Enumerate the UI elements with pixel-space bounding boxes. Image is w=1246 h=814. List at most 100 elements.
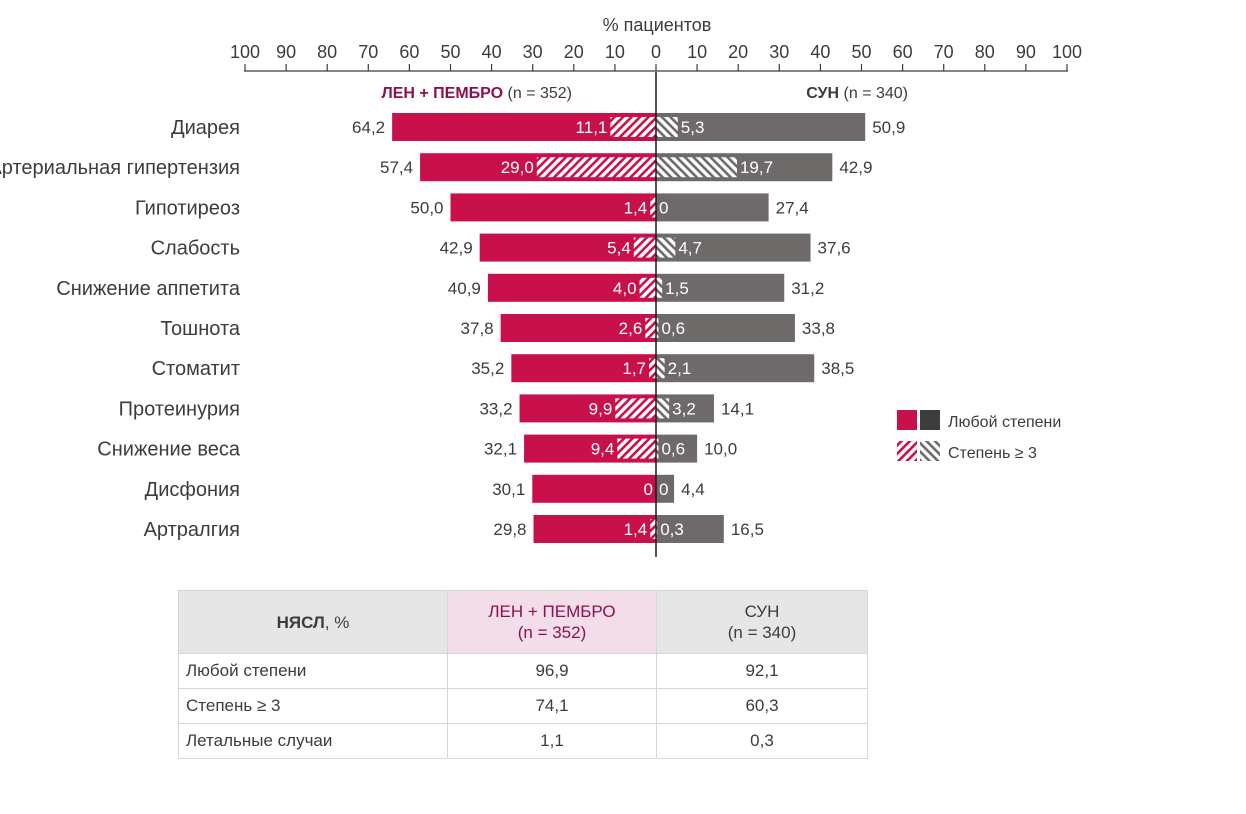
bar-sun-grade3 — [656, 277, 663, 298]
bar-sun-grade3 — [656, 157, 737, 178]
category-label: Гипотиреоз — [135, 197, 240, 219]
value-label-sun-grade3: 4,7 — [678, 239, 702, 258]
bar-sun-any — [656, 434, 698, 463]
axis-tick-label: 0 — [651, 42, 661, 62]
legend-any-gray — [920, 410, 940, 430]
bar-sun-any — [656, 474, 675, 503]
legend-g3-gray — [920, 441, 940, 461]
value-label-sun-grade3: 2,1 — [668, 359, 692, 378]
table-header-sun: СУН (n = 340) — [656, 590, 868, 654]
bar-sun-any — [656, 515, 724, 543]
legend-g3-magenta — [897, 441, 917, 461]
bar-sun-grade3 — [656, 237, 676, 258]
bar-len-pembro-any — [479, 233, 656, 262]
legend-g3-label: Степень ≥ 3 — [948, 445, 1037, 462]
bar-len-pembro-grade3 — [650, 519, 656, 539]
table-header-row: НЯСЛ, % ЛЕН + ПЕМБРО (n = 352) СУН (n = 34… — [178, 590, 868, 654]
value-label-sun-any: 33,8 — [802, 319, 835, 338]
category-label: Стоматит — [152, 358, 240, 380]
bar-len-pembro-any — [533, 515, 656, 543]
category-label: Снижение веса — [97, 439, 241, 461]
value-label-sun-any: 42,9 — [839, 158, 872, 177]
category-label: Диарея — [171, 117, 240, 139]
bar-sun-grade3 — [656, 438, 659, 459]
value-label-len-pembro-grade3: 1,4 — [624, 520, 648, 539]
ae-summary-table: НЯСЛ, % ЛЕН + ПЕМБРО (n = 352) СУН (n = 34… — [178, 590, 868, 759]
value-label-len-pembro-any: 30,1 — [492, 480, 525, 499]
bar-len-pembro-grade3 — [650, 197, 656, 218]
value-label-sun-any: 31,2 — [791, 279, 824, 298]
value-label-len-pembro-grade3: 5,4 — [607, 239, 631, 258]
axis-tick-label: 40 — [482, 42, 502, 62]
row-value-sun: 60,3 — [656, 688, 868, 724]
bar-len-pembro-grade3 — [617, 438, 656, 459]
value-label-len-pembro-any: 35,2 — [471, 359, 504, 378]
bar-len-pembro-any — [511, 354, 656, 383]
value-label-len-pembro-grade3: 1,7 — [622, 359, 646, 378]
value-label-sun-grade3: 0 — [659, 480, 668, 499]
value-label-len-pembro-any: 32,1 — [484, 440, 517, 459]
value-label-len-pembro-any: 57,4 — [380, 158, 413, 177]
value-label-sun-grade3: 0 — [659, 198, 668, 217]
legend: Любой степени Степень ≥ 3 — [897, 410, 1061, 462]
axis-tick-label: 20 — [728, 42, 748, 62]
header-sun-n: (n = 340) — [727, 623, 797, 642]
bar-sun-any — [656, 354, 815, 383]
value-label-sun-grade3: 3,2 — [672, 399, 696, 418]
value-label-len-pembro-grade3: 4,0 — [613, 279, 637, 298]
axis-ticks: 100 90 80 70 60 50 40 30 20 10 0 10 20 30 40 50 60 70 80 90… — [230, 42, 1082, 71]
axis-tick-label: 80 — [975, 42, 995, 62]
row-label: Степень ≥ 3 — [178, 688, 448, 724]
category-label: Тошнота — [160, 318, 240, 340]
bar-len-pembro-grade3 — [633, 237, 656, 258]
value-label-sun-any: 14,1 — [721, 399, 754, 418]
axis-tick-label: 50 — [440, 42, 460, 62]
bar-sun-grade3 — [656, 358, 665, 379]
value-label-sun-any: 10,0 — [704, 440, 737, 459]
bar-sun-grade3 — [656, 398, 670, 419]
header-len-pembro-n: (n = 352) — [517, 623, 587, 642]
header-len-pembro-name: ЛЕН + ПЕМБРО — [488, 602, 616, 621]
bar-len-pembro-any — [500, 314, 656, 342]
bar-sun-any — [656, 314, 795, 342]
header-nyasl: НЯСЛ — [276, 612, 325, 632]
value-label-len-pembro-any: 40,9 — [448, 279, 481, 298]
value-label-len-pembro-any: 33,2 — [479, 399, 512, 418]
table-row: Любой степени 96,9 92,1 — [178, 653, 868, 689]
axis-tick-label: 80 — [317, 42, 337, 62]
bar-sun-any — [656, 193, 769, 222]
axis-tick-label: 10 — [687, 42, 707, 62]
category-label: Снижение аппетита — [56, 278, 241, 300]
value-label-len-pembro-any: 50,0 — [410, 198, 443, 217]
value-label-len-pembro-any: 29,8 — [493, 520, 526, 539]
table-row: Степень ≥ 3 74,1 60,3 — [178, 688, 868, 724]
row-value-len-pembro: 1,1 — [447, 723, 657, 759]
axis-tick-label: 10 — [605, 42, 625, 62]
axis-tick-label: 90 — [276, 42, 296, 62]
value-label-len-pembro-grade3: 9,9 — [589, 399, 613, 418]
category-label: Протеинурия — [119, 398, 240, 420]
value-label-sun-any: 50,9 — [872, 118, 905, 137]
legend-any-label: Любой степени — [948, 414, 1061, 431]
axis-tick-label: 70 — [934, 42, 954, 62]
value-label-len-pembro-grade3: 11,1 — [576, 118, 608, 137]
value-label-sun-grade3: 0,3 — [660, 520, 684, 539]
axis-tick-label: 20 — [564, 42, 584, 62]
bar-len-pembro-grade3 — [610, 117, 656, 137]
axis-tick-label: 70 — [358, 42, 378, 62]
table-header-len-pembro: ЛЕН + ПЕМБРО (n = 352) — [447, 590, 657, 654]
row-label: Любой степени — [178, 653, 448, 689]
left-group-label: ЛЕН + ПЕМБРО (n = 352) — [381, 85, 572, 102]
right-group-label: СУН (n = 340) — [806, 85, 908, 102]
row-value-len-pembro: 96,9 — [447, 653, 657, 689]
axis-tick-label: 30 — [523, 42, 543, 62]
bar-len-pembro-grade3 — [649, 358, 656, 379]
category-label: Артериальная гипертензия — [0, 157, 240, 179]
value-label-sun-any: 37,6 — [818, 239, 851, 258]
bar-len-pembro-any — [532, 474, 656, 503]
value-label-len-pembro-grade3: 1,4 — [624, 198, 648, 217]
value-label-len-pembro-grade3: 2,6 — [619, 319, 643, 338]
category-label: Дисфония — [145, 479, 240, 501]
bar-len-pembro-grade3 — [639, 277, 656, 298]
value-label-sun-any: 4,4 — [681, 480, 705, 499]
